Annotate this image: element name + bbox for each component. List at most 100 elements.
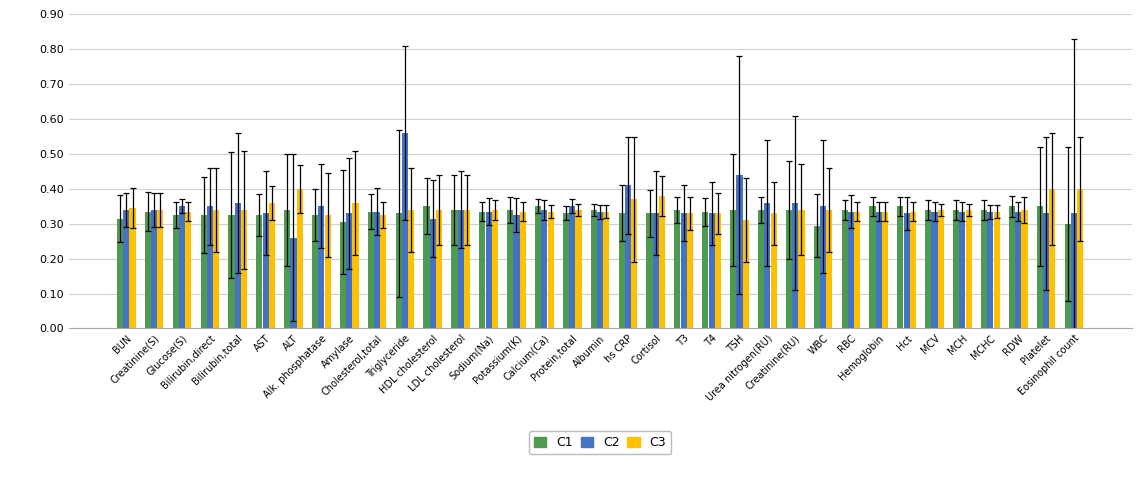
Bar bbox=[374, 212, 381, 328]
Bar bbox=[185, 212, 191, 328]
Bar bbox=[910, 212, 916, 328]
Bar bbox=[256, 215, 263, 328]
Bar bbox=[1064, 224, 1071, 328]
Bar bbox=[575, 210, 582, 328]
Bar bbox=[848, 212, 854, 328]
Bar bbox=[841, 210, 848, 328]
Bar bbox=[312, 215, 318, 328]
Bar bbox=[123, 210, 129, 328]
Bar bbox=[129, 208, 136, 328]
Bar bbox=[925, 210, 932, 328]
Bar bbox=[792, 203, 798, 328]
Bar bbox=[457, 210, 464, 328]
Bar bbox=[932, 212, 937, 328]
Bar bbox=[263, 213, 269, 328]
Bar bbox=[876, 212, 882, 328]
Bar bbox=[687, 213, 693, 328]
Bar bbox=[904, 213, 910, 328]
Bar bbox=[507, 210, 513, 328]
Bar bbox=[736, 175, 743, 328]
Bar bbox=[297, 189, 303, 328]
Bar bbox=[269, 203, 275, 328]
Bar bbox=[814, 226, 820, 328]
Bar bbox=[1071, 213, 1077, 328]
Legend: C1, C2, C3: C1, C2, C3 bbox=[529, 431, 671, 454]
Bar bbox=[854, 212, 861, 328]
Bar bbox=[352, 203, 359, 328]
Bar bbox=[631, 199, 638, 328]
Bar bbox=[625, 185, 631, 328]
Bar bbox=[479, 212, 486, 328]
Bar bbox=[408, 210, 414, 328]
Bar bbox=[241, 210, 247, 328]
Bar bbox=[200, 215, 207, 328]
Bar bbox=[542, 210, 547, 328]
Bar bbox=[173, 215, 178, 328]
Bar bbox=[937, 210, 944, 328]
Bar bbox=[430, 218, 435, 328]
Bar bbox=[395, 213, 401, 328]
Bar bbox=[464, 210, 470, 328]
Bar bbox=[1077, 189, 1084, 328]
Bar bbox=[339, 222, 346, 328]
Bar bbox=[1037, 206, 1042, 328]
Bar bbox=[709, 213, 714, 328]
Bar bbox=[959, 212, 966, 328]
Bar bbox=[953, 210, 959, 328]
Bar bbox=[213, 210, 219, 328]
Bar bbox=[325, 215, 330, 328]
Bar bbox=[820, 206, 826, 328]
Bar bbox=[151, 210, 158, 328]
Bar bbox=[229, 215, 234, 328]
Bar bbox=[597, 212, 604, 328]
Bar bbox=[674, 210, 680, 328]
Bar bbox=[870, 206, 876, 328]
Bar bbox=[424, 206, 430, 328]
Bar bbox=[993, 212, 1000, 328]
Bar bbox=[569, 206, 575, 328]
Bar bbox=[562, 213, 569, 328]
Bar bbox=[234, 203, 241, 328]
Bar bbox=[402, 133, 408, 328]
Bar bbox=[547, 212, 553, 328]
Bar bbox=[1049, 189, 1055, 328]
Bar bbox=[702, 212, 709, 328]
Bar bbox=[158, 210, 163, 328]
Bar bbox=[535, 206, 541, 328]
Bar bbox=[730, 210, 736, 328]
Bar bbox=[966, 210, 972, 328]
Bar bbox=[117, 218, 123, 328]
Bar bbox=[491, 210, 498, 328]
Bar bbox=[826, 210, 832, 328]
Bar bbox=[435, 210, 442, 328]
Bar bbox=[897, 206, 903, 328]
Bar bbox=[1022, 210, 1028, 328]
Bar bbox=[647, 213, 653, 328]
Bar bbox=[1042, 213, 1049, 328]
Bar bbox=[290, 238, 296, 328]
Bar bbox=[318, 206, 325, 328]
Bar bbox=[770, 213, 776, 328]
Bar bbox=[346, 213, 352, 328]
Bar bbox=[1009, 206, 1015, 328]
Bar bbox=[743, 220, 749, 328]
Bar bbox=[179, 206, 185, 328]
Bar bbox=[285, 210, 290, 328]
Bar bbox=[680, 213, 687, 328]
Bar bbox=[653, 213, 658, 328]
Bar bbox=[981, 210, 988, 328]
Bar bbox=[591, 210, 597, 328]
Bar bbox=[207, 206, 213, 328]
Bar bbox=[799, 210, 805, 328]
Bar bbox=[368, 212, 374, 328]
Bar bbox=[988, 212, 993, 328]
Bar bbox=[604, 212, 609, 328]
Bar bbox=[381, 215, 386, 328]
Bar bbox=[145, 212, 151, 328]
Bar bbox=[786, 210, 792, 328]
Bar bbox=[513, 215, 520, 328]
Bar bbox=[618, 213, 625, 328]
Bar bbox=[451, 210, 457, 328]
Bar bbox=[758, 210, 765, 328]
Bar bbox=[882, 212, 888, 328]
